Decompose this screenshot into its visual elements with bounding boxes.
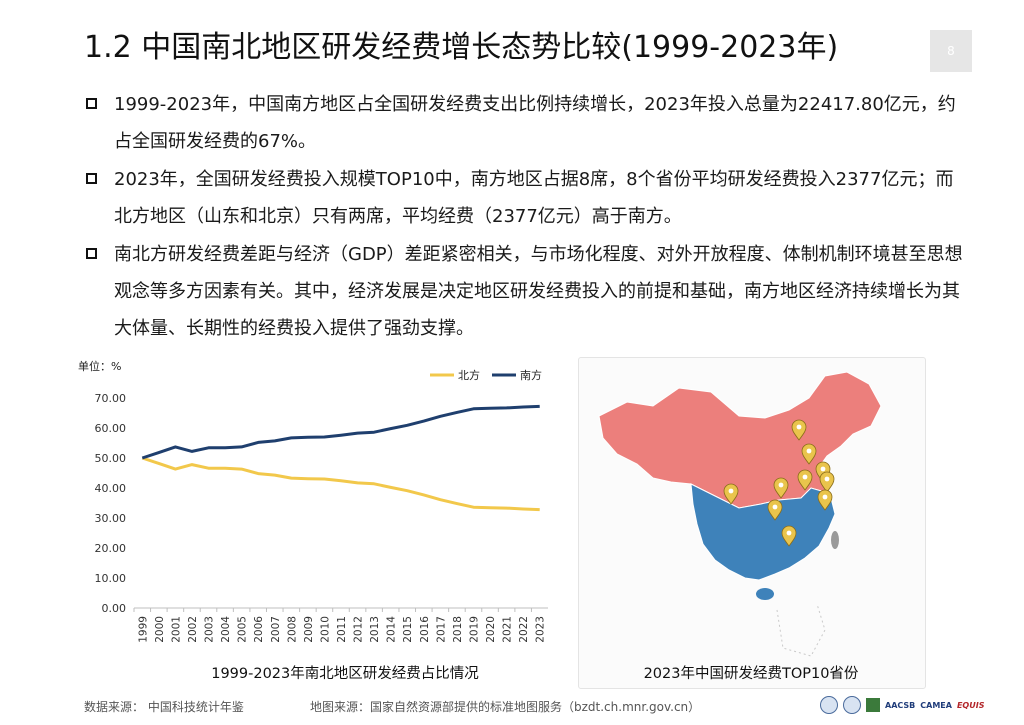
x-tick-label: 2007 (270, 616, 282, 643)
location-pin-icon (797, 469, 813, 491)
province-markers (723, 419, 835, 547)
camea-logo: CAMEA (920, 700, 952, 710)
map-source-note: 地图来源：国家自然资源部提供的标准地图服务（bzdt.ch.mnr.gov.cn… (310, 700, 701, 714)
x-tick-label: 2014 (386, 616, 398, 643)
aacsb-logo: AACSB (885, 700, 916, 710)
x-tick-label: 2019 (468, 616, 480, 643)
north-region (598, 371, 882, 509)
legend-label: 北方 (458, 368, 480, 382)
x-tick-label: 2011 (336, 616, 348, 643)
location-pin-dot (796, 424, 802, 430)
taiwan-island (831, 531, 839, 549)
map-caption: 2023年中国研发经费TOP10省份 (643, 666, 859, 682)
location-pin-dot (806, 448, 812, 454)
location-pin-icon (819, 471, 835, 493)
location-pin-dot (802, 474, 808, 480)
x-tick-label: 2015 (402, 616, 414, 643)
x-tick-label: 2000 (154, 616, 166, 643)
y-tick-label: 0.00 (102, 602, 127, 615)
x-tick-label: 2020 (485, 616, 497, 643)
bullet-item: 南北方研发经费差距与经济（GDP）差距紧密相关，与市场化程度、对外开放程度、体制… (84, 236, 964, 347)
x-tick-label: 2008 (286, 616, 298, 643)
legend-label: 南方 (520, 368, 542, 382)
location-pin-dot (820, 466, 826, 472)
y-tick-label: 10.00 (95, 572, 127, 585)
page-number: 8 (947, 44, 955, 58)
x-tick-label: 2009 (303, 616, 315, 643)
location-pin-dot (778, 482, 784, 488)
location-pin-dot (822, 494, 828, 500)
x-tick-label: 2010 (319, 616, 331, 643)
equis-logo: EQUIS (956, 700, 985, 710)
x-tick-label: 2005 (237, 616, 249, 643)
location-pin-dot (824, 476, 830, 482)
x-tick-label: 2016 (419, 616, 431, 643)
unit-label: 单位：% (78, 359, 121, 373)
x-tick-label: 2013 (369, 616, 381, 643)
y-tick-label: 30.00 (95, 512, 127, 525)
green-seal-icon (866, 698, 880, 712)
x-tick-label: 2012 (353, 616, 365, 643)
y-tick-label: 60.00 (95, 422, 127, 435)
location-pin-dot (728, 488, 734, 494)
page-number-badge: 8 (930, 30, 972, 72)
x-tick-label: 2004 (220, 616, 232, 643)
university-seal-icon (820, 696, 838, 714)
bullet-list: 1999-2023年，中国南方地区占全国研发经费支出比例持续增长，2023年投入… (84, 86, 964, 348)
bullet-item: 2023年，全国研发经费投入规模TOP10中，南方地区占据8席，8个省份平均研发… (84, 161, 964, 235)
bullet-text: 南北方研发经费差距与经济（GDP）差距紧密相关，与市场化程度、对外开放程度、体制… (114, 244, 963, 339)
bullet-text: 2023年，全国研发经费投入规模TOP10中，南方地区占据8席，8个省份平均研发… (114, 169, 954, 227)
y-tick-label: 70.00 (95, 392, 127, 405)
x-tick-label: 2002 (187, 616, 199, 643)
x-tick-label: 2003 (204, 616, 216, 643)
hainan-island (756, 588, 774, 600)
china-map (598, 371, 882, 657)
chart-title: 1999-2023年南北地区研发经费占比情况 (211, 666, 479, 682)
location-pin-icon (817, 489, 833, 511)
page-title: 1.2 中国南北地区研发经费增长态势比较(1999-2023年) (84, 30, 839, 65)
accreditation-logos: AACSB CAMEA EQUIS (820, 696, 984, 714)
location-pin-icon (723, 483, 739, 505)
bullet-text: 1999-2023年，中国南方地区占全国研发经费支出比例持续增长，2023年投入… (114, 94, 956, 152)
x-tick-label: 2006 (253, 616, 265, 643)
series-line-南方 (141, 404, 540, 460)
x-tick-label: 2017 (435, 616, 447, 643)
south-sea-islands (776, 603, 826, 657)
square-bullet-icon (86, 98, 97, 109)
x-tick-label: 2001 (170, 616, 182, 643)
y-tick-label: 20.00 (95, 542, 127, 555)
x-tick-label: 1999 (137, 616, 149, 643)
x-tick-label: 2022 (518, 616, 530, 643)
y-tick-label: 50.00 (95, 452, 127, 465)
square-bullet-icon (86, 173, 97, 184)
x-tick-label: 2023 (535, 616, 547, 643)
location-pin-icon (781, 525, 797, 547)
x-tick-label: 2018 (452, 616, 464, 643)
data-source-note: 数据来源： 中国科技统计年鉴 (84, 700, 244, 714)
location-pin-icon (773, 477, 789, 499)
y-tick-label: 40.00 (95, 482, 127, 495)
location-pin-icon (767, 499, 783, 521)
location-pin-icon (791, 419, 807, 441)
x-tick-label: 2021 (502, 616, 514, 643)
bullet-item: 1999-2023年，中国南方地区占全国研发经费支出比例持续增长，2023年投入… (84, 86, 964, 160)
china-map-panel (578, 357, 926, 689)
series-line-北方 (141, 456, 540, 512)
school-emblem-icon (843, 696, 861, 714)
location-pin-dot (772, 504, 778, 510)
location-pin-icon (801, 443, 817, 465)
rd-share-line-chart: 单位：% 0.00 10.00 20.00 30.00 40.00 50.00 60.00 70… (78, 359, 548, 643)
location-pin-dot (786, 530, 792, 536)
square-bullet-icon (86, 248, 97, 259)
